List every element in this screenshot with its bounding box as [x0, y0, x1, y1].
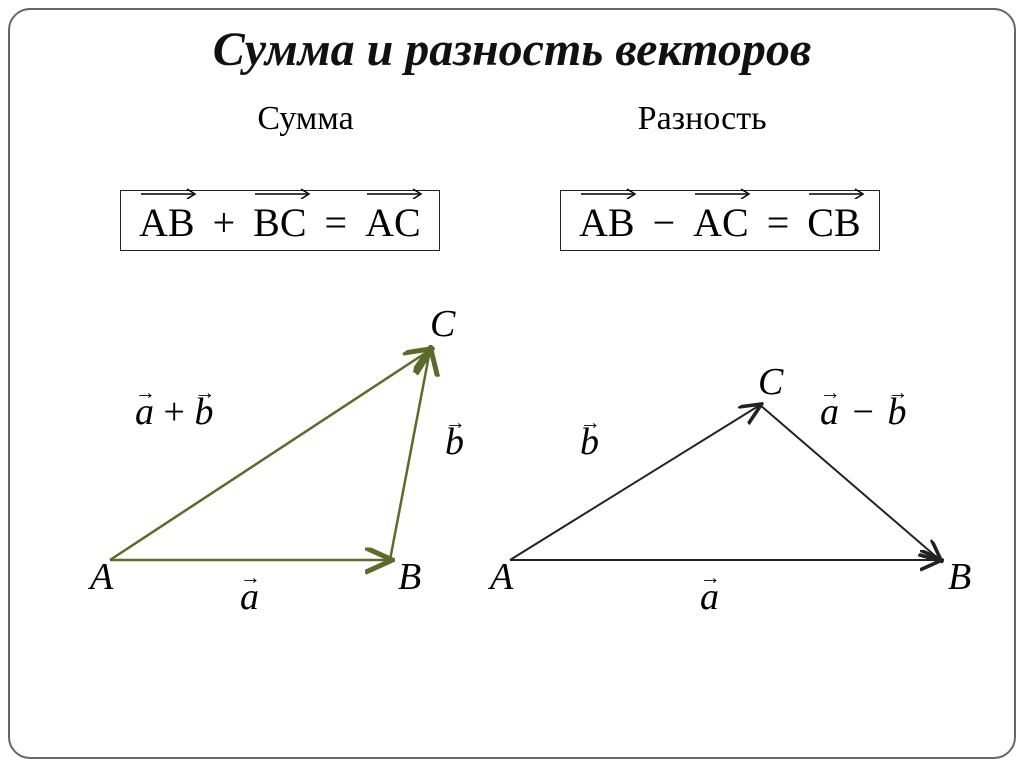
label-C-sum: C — [430, 302, 455, 346]
vec-amb-diff: →a − →b — [820, 390, 906, 434]
label-A-sum: A — [90, 555, 113, 599]
label-B-diff: B — [948, 555, 971, 599]
label-A-diff: A — [490, 555, 513, 599]
operator-minus: − — [853, 391, 874, 433]
operator-plus: + — [164, 391, 185, 433]
label-B-sum: B — [398, 555, 421, 599]
vec-apb-sum: →a + →b — [135, 390, 213, 434]
vec-a-sum: →a — [240, 575, 259, 619]
vec-b-sum: →b — [445, 420, 464, 464]
vec-b-diff: →b — [580, 420, 599, 464]
label-C-diff: C — [758, 360, 783, 404]
vec-a-diff: →a — [700, 575, 719, 619]
